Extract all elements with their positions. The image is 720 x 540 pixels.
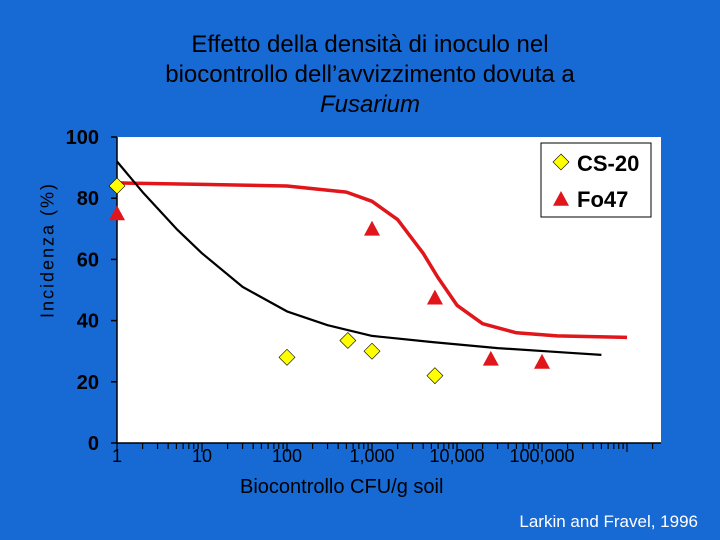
fit-curve-cs20 <box>116 160 602 356</box>
cs20-point <box>278 348 296 366</box>
x-tick-label: 1,000 <box>349 446 394 466</box>
fo47-point <box>364 220 380 236</box>
y-tick-label: 40 <box>77 311 99 333</box>
chart-title: Effetto della densità di inoculo nel bio… <box>60 30 680 120</box>
legend-marker-cs20 <box>552 153 570 171</box>
source-credit: Larkin and Fravel, 1996 <box>519 512 698 531</box>
cs20-point <box>426 367 444 385</box>
x-tick-label: 10,000 <box>429 446 484 466</box>
title-line-2: biocontrollo dell’avvizzimento dovuta a <box>165 61 575 88</box>
x-axis-label: Biocontrollo CFU/g soil <box>240 476 444 498</box>
title-line-1: Effetto della densità di inoculo nel <box>191 31 549 58</box>
y-tick-label: 0 <box>88 433 99 455</box>
fo47-point <box>109 205 125 221</box>
y-tick-label: 80 <box>77 188 99 210</box>
fit-curve-fo47 <box>116 181 628 340</box>
fo47-point <box>534 353 550 369</box>
x-tick-label: 10 <box>192 446 212 466</box>
legend-marker-fo47 <box>553 191 569 206</box>
title-line-3: Fusarium <box>319 91 421 118</box>
cs20-point <box>339 332 357 349</box>
cs20-point <box>108 177 126 195</box>
y-tick-label: 20 <box>77 372 99 394</box>
legend-label-cs20: CS-20 <box>577 151 639 176</box>
y-tick-label: 60 <box>77 249 99 271</box>
x-tick-label: 100,000 <box>509 446 574 466</box>
cs20-point <box>363 342 381 360</box>
fo47-point <box>482 350 499 366</box>
fo47-point <box>426 289 443 305</box>
legend-label-fo47: Fo47 <box>577 187 628 212</box>
x-tick-label: 1 <box>112 446 122 466</box>
x-tick-label: 100 <box>272 446 302 466</box>
y-tick-label: 100 <box>66 127 99 149</box>
